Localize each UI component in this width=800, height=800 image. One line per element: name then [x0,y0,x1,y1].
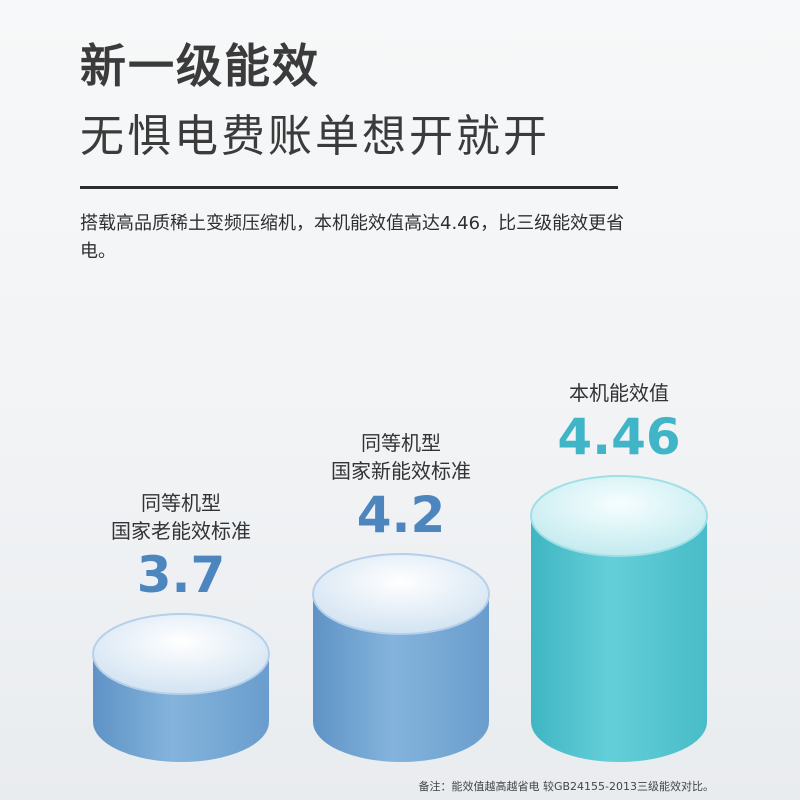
bar-category-label: 国家新能效标准 [331,459,471,483]
bar-cylinder-top [530,475,708,557]
bar-category-label: 本机能效值 [569,381,669,405]
bar-category-label: 同等机型 [141,491,221,515]
bar-cylinder-top [312,553,490,635]
bar-cylinder-top [92,613,270,695]
bar-value-label: 3.7 [137,546,226,604]
headline-main: 新一级能效 [80,39,320,93]
product-description: 搭载高品质稀土变频压缩机，本机能效值高达4.46，比三级能效更省电。 [80,213,625,262]
bar-cylinder-body [313,594,489,762]
bar-cylinder-body [531,516,707,762]
headline-sub: 无惧电费账单想开就开 [80,111,550,162]
headline-divider [80,186,618,189]
bar-category-label: 国家老能效标准 [111,519,251,543]
bar-value-label: 4.46 [557,408,680,466]
footnote: 备注：能效值越高越省电 较GB24155-2013三级能效对比。 [418,780,714,793]
bar-category-label: 同等机型 [361,431,441,455]
bar-value-label: 4.2 [357,486,446,544]
